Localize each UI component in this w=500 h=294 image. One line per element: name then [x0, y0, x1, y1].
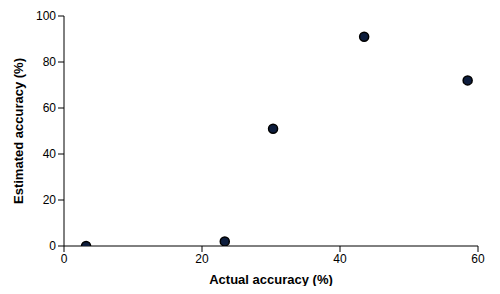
svg-text:20: 20 — [195, 252, 209, 266]
svg-text:Actual accuracy (%): Actual accuracy (%) — [209, 272, 333, 286]
svg-text:80: 80 — [43, 55, 57, 69]
svg-text:100: 100 — [36, 9, 56, 23]
svg-text:60: 60 — [43, 101, 57, 115]
svg-text:60: 60 — [471, 252, 485, 266]
svg-text:20: 20 — [43, 193, 57, 207]
svg-text:40: 40 — [43, 147, 57, 161]
svg-text:Estimated accuracy (%): Estimated accuracy (%) — [11, 58, 26, 204]
svg-text:40: 40 — [333, 252, 347, 266]
svg-text:0: 0 — [49, 239, 56, 253]
svg-text:0: 0 — [61, 252, 68, 266]
